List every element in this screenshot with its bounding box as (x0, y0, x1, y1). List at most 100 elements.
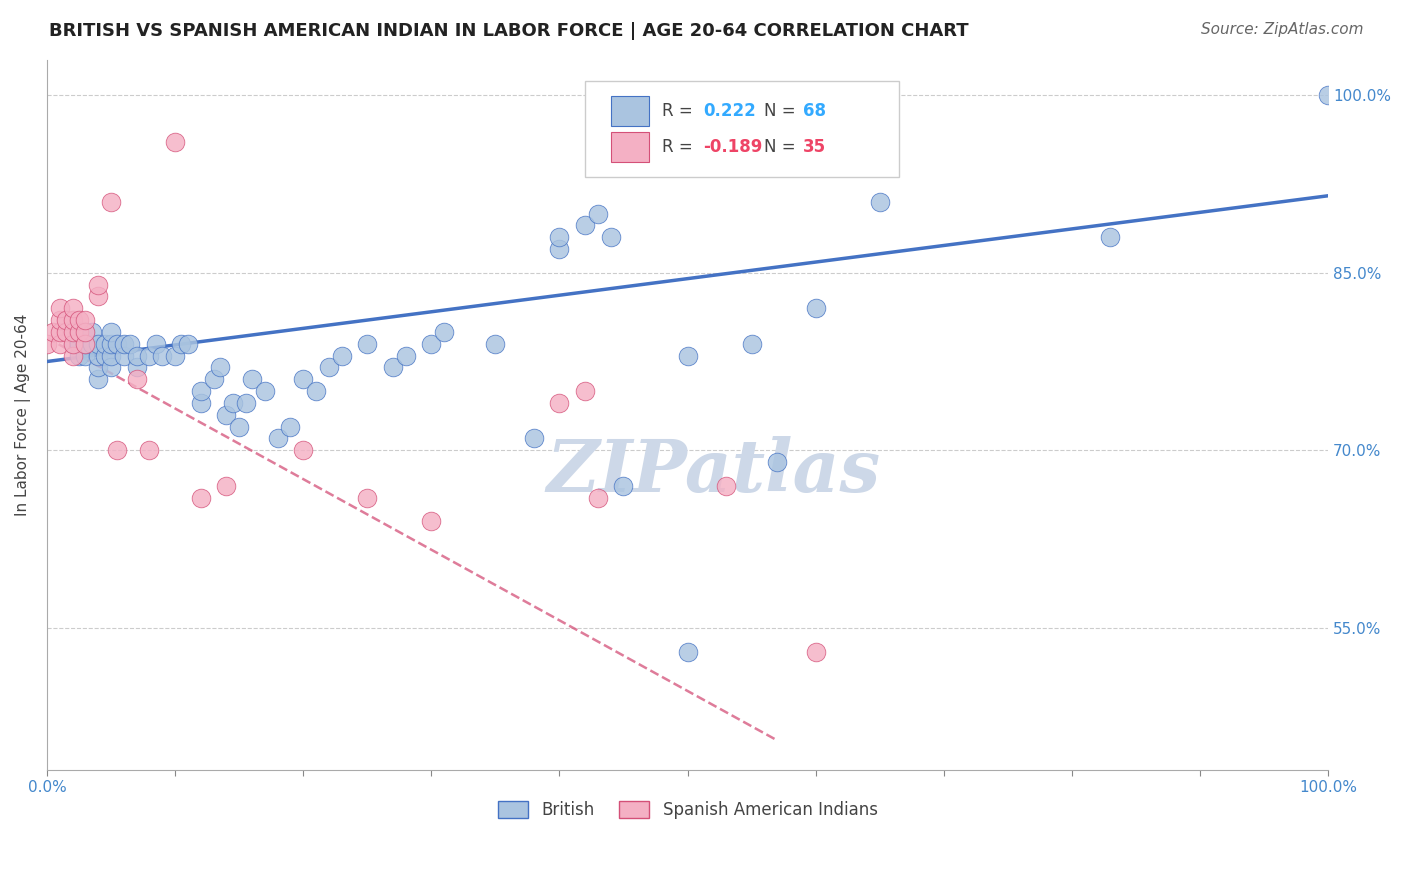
Text: N =: N = (765, 102, 801, 120)
Point (87, 349, 110, 363)
Legend: British, Spanish American Indians: British, Spanish American Indians (491, 794, 884, 826)
Point (80, 325, 103, 339)
Point (55, 325, 77, 339)
Point (741, 336, 763, 351)
Point (574, 384, 596, 398)
Point (1099, 230, 1122, 244)
Point (1317, 88, 1340, 103)
Point (240, 372, 263, 386)
Point (208, 360, 231, 375)
Point (75, 325, 97, 339)
Point (869, 194, 891, 209)
Point (87, 336, 110, 351)
Point (215, 479, 238, 493)
Point (253, 384, 276, 398)
Point (100, 349, 122, 363)
Point (222, 396, 245, 410)
Point (599, 230, 621, 244)
FancyBboxPatch shape (610, 132, 650, 161)
Point (62, 336, 84, 351)
Point (75, 336, 97, 351)
Point (266, 432, 288, 446)
Point (356, 336, 378, 351)
Point (420, 514, 443, 528)
FancyBboxPatch shape (610, 96, 650, 126)
Text: -0.189: -0.189 (703, 138, 762, 156)
Point (190, 491, 212, 505)
Point (356, 491, 378, 505)
Point (804, 301, 827, 316)
Point (150, 349, 173, 363)
Point (55, 313, 77, 327)
Point (120, 336, 142, 351)
Point (420, 336, 443, 351)
Point (87, 372, 110, 386)
Point (292, 372, 315, 386)
Point (75, 325, 97, 339)
Point (100, 336, 122, 351)
Point (676, 644, 699, 658)
Point (202, 372, 225, 386)
FancyBboxPatch shape (585, 81, 898, 177)
Point (138, 349, 160, 363)
Text: N =: N = (765, 138, 801, 156)
Text: ZIPatlas: ZIPatlas (546, 436, 880, 508)
Text: BRITISH VS SPANISH AMERICAN INDIAN IN LABOR FORCE | AGE 20-64 CORRELATION CHART: BRITISH VS SPANISH AMERICAN INDIAN IN LA… (49, 22, 969, 40)
Point (93, 349, 115, 363)
Point (67, 325, 90, 339)
Point (165, 136, 187, 150)
Text: R =: R = (662, 102, 697, 120)
Point (87, 360, 110, 375)
Point (574, 219, 596, 233)
Point (67, 349, 90, 363)
Point (49, 325, 72, 339)
Point (676, 349, 699, 363)
Point (766, 455, 789, 469)
Text: 35: 35 (803, 138, 825, 156)
Point (228, 419, 250, 434)
Point (548, 242, 571, 256)
Point (190, 384, 212, 398)
Point (62, 325, 84, 339)
Point (548, 230, 571, 244)
Point (75, 349, 97, 363)
Point (177, 336, 200, 351)
Point (93, 336, 115, 351)
Point (49, 313, 72, 327)
Point (125, 349, 148, 363)
Point (280, 419, 302, 434)
Point (62, 301, 84, 316)
Point (145, 336, 167, 351)
Point (714, 479, 737, 493)
Point (80, 336, 103, 351)
Y-axis label: In Labor Force | Age 20-64: In Labor Force | Age 20-64 (15, 314, 31, 516)
Text: Source: ZipAtlas.com: Source: ZipAtlas.com (1201, 22, 1364, 37)
Point (548, 396, 571, 410)
Point (49, 301, 72, 316)
Point (165, 349, 187, 363)
Point (305, 384, 328, 398)
Point (62, 325, 84, 339)
Point (35, 336, 58, 351)
Point (125, 372, 148, 386)
Point (804, 644, 827, 658)
Point (107, 336, 129, 351)
Point (138, 443, 160, 458)
Point (112, 349, 135, 363)
Point (87, 289, 110, 303)
Point (75, 313, 97, 327)
Point (586, 491, 609, 505)
Point (67, 336, 90, 351)
Point (62, 336, 84, 351)
Text: 0.222: 0.222 (703, 102, 755, 120)
Point (125, 360, 148, 375)
Point (49, 336, 72, 351)
Point (62, 313, 84, 327)
Point (107, 443, 129, 458)
Point (170, 336, 193, 351)
Point (292, 443, 315, 458)
Point (100, 194, 122, 209)
Point (318, 360, 340, 375)
Point (484, 336, 506, 351)
Text: 68: 68 (803, 102, 825, 120)
